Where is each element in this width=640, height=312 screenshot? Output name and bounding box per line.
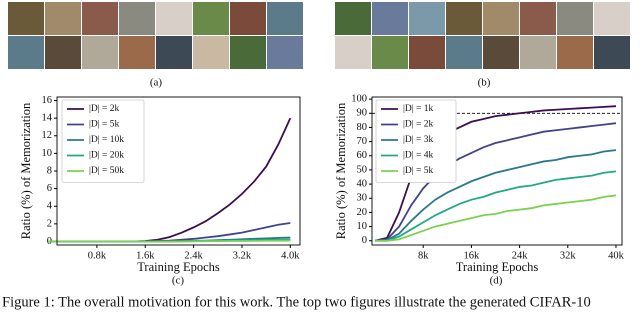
image-tile xyxy=(193,2,229,35)
x-tick-label: 0.8k xyxy=(88,250,107,261)
x-tick-label: 2.4k xyxy=(184,250,203,261)
image-tile xyxy=(372,36,408,69)
legend-label: |D| = 1k xyxy=(403,104,434,114)
legend-label: |D| = 5k xyxy=(403,166,434,176)
series-line xyxy=(374,122,617,242)
image-tile xyxy=(82,2,118,35)
y-tick-label: 6 xyxy=(47,183,52,194)
plot-frame xyxy=(56,96,301,246)
image-tile xyxy=(557,2,593,35)
image-tile xyxy=(8,2,44,35)
image-tile xyxy=(156,2,192,35)
y-tick-label: 12 xyxy=(42,130,53,141)
y-tick-label: 20 xyxy=(357,207,368,218)
y-tick-label: 80 xyxy=(357,122,368,133)
y-axis-label: Ratio (%) of Memorization xyxy=(19,102,33,239)
image-tile xyxy=(557,36,593,69)
y-tick-label: 100 xyxy=(351,94,367,105)
y-tick-label: 10 xyxy=(357,221,368,232)
image-tile xyxy=(119,36,155,69)
y-tick-label: 30 xyxy=(357,193,368,204)
image-grids xyxy=(8,2,630,69)
panel-label: (d) xyxy=(490,275,503,287)
image-tile xyxy=(156,36,192,69)
series-line xyxy=(374,149,617,242)
y-tick-label: 14 xyxy=(42,113,53,124)
legend-label: |D| = 3k xyxy=(403,135,434,145)
x-axis-label: Training Epochs xyxy=(137,260,220,274)
image-tile xyxy=(335,2,371,35)
legend-box xyxy=(375,99,457,183)
y-tick-label: 90 xyxy=(357,108,368,119)
panel-label: (a) xyxy=(150,77,163,89)
y-tick-label: 10 xyxy=(42,148,53,159)
y-axis-label: Ratio (%) of Memorization xyxy=(334,102,348,239)
image-tile xyxy=(267,2,303,35)
panel-label: (c) xyxy=(172,275,185,287)
image-tile xyxy=(483,2,519,35)
x-tick-label: 24k xyxy=(512,250,529,261)
image-tile xyxy=(372,2,408,35)
x-tick-label: 8k xyxy=(418,250,429,261)
plot-frame xyxy=(371,96,623,246)
image-tile xyxy=(82,36,118,69)
x-tick-label: 40k xyxy=(608,250,625,261)
image-tile xyxy=(520,2,556,35)
legend-label: |D| = 2k xyxy=(403,120,434,130)
image-tile xyxy=(409,2,445,35)
legend-label: |D| = 2k xyxy=(89,104,120,114)
image-tile xyxy=(409,36,445,69)
y-tick-label: 4 xyxy=(47,201,53,212)
x-tick-label: 32k xyxy=(560,250,577,261)
series-line xyxy=(375,170,617,242)
image-tile xyxy=(193,36,229,69)
image-tile xyxy=(230,2,266,35)
image-tile xyxy=(230,36,266,69)
image-tile xyxy=(45,36,81,69)
image-tile xyxy=(483,36,519,69)
legend-label: |D| = 50k xyxy=(89,166,124,176)
image-tile xyxy=(594,36,630,69)
caption: Figure 1: The overall motivation for thi… xyxy=(2,294,591,310)
x-tick-label: 1.6k xyxy=(136,250,155,261)
series-line xyxy=(48,239,291,243)
y-tick-label: 50 xyxy=(357,164,368,175)
panel-label: (b) xyxy=(478,77,491,89)
y-tick-label: 8 xyxy=(47,165,52,176)
image-tile xyxy=(594,2,630,35)
image-tile xyxy=(119,2,155,35)
y-tick-label: 0 xyxy=(362,235,367,246)
y-tick-label: 2 xyxy=(47,218,52,229)
legend-label: |D| = 4k xyxy=(403,151,434,161)
image-tile xyxy=(45,2,81,35)
x-tick-label: 4.0k xyxy=(281,250,300,261)
x-tick-label: 3.2k xyxy=(233,250,252,261)
image-tile xyxy=(335,36,371,69)
legend-label: |D| = 5k xyxy=(89,120,120,130)
legend-label: |D| = 20k xyxy=(89,151,124,161)
series-line xyxy=(375,194,617,242)
y-tick-label: 60 xyxy=(357,150,368,161)
image-tile xyxy=(446,2,482,35)
image-tile xyxy=(446,36,482,69)
x-axis-label: Training Epochs xyxy=(456,260,539,274)
legend-label: |D| = 10k xyxy=(89,135,124,145)
image-tile xyxy=(520,36,556,69)
image-tile xyxy=(267,36,303,69)
y-tick-label: 40 xyxy=(357,179,368,190)
y-tick-label: 70 xyxy=(357,136,368,147)
x-tick-label: 16k xyxy=(464,250,481,261)
y-tick-label: 16 xyxy=(42,95,53,106)
legend-box xyxy=(61,99,145,183)
image-tile xyxy=(8,36,44,69)
